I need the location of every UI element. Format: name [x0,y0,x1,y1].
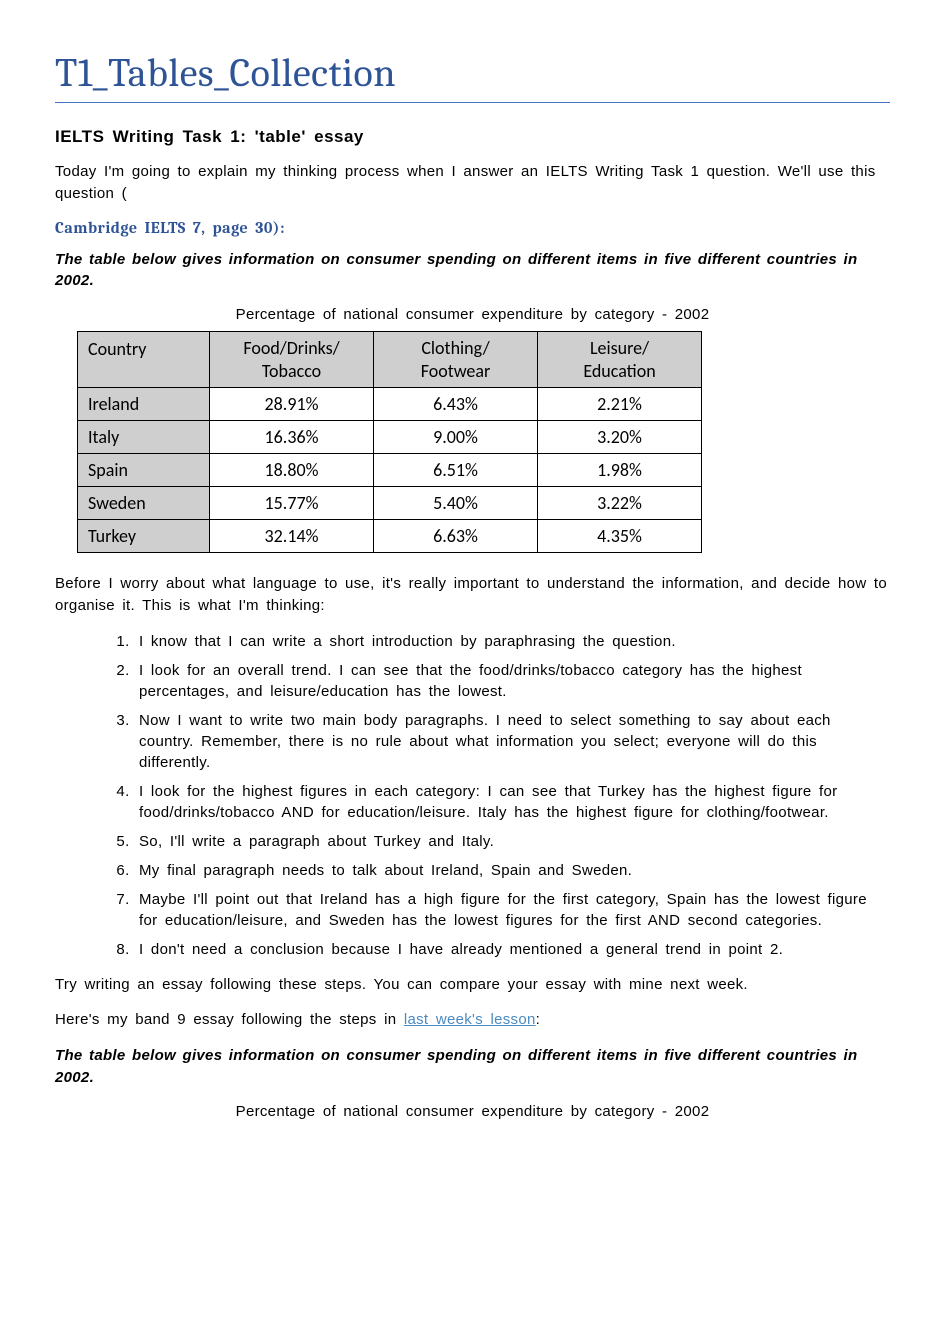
closing-text-post: : [536,1011,540,1028]
table-header-leisure: Leisure/Education [538,332,702,388]
steps-list: I know that I can write a short introduc… [137,631,880,960]
table-header-row: Country Food/Drinks/Tobacco Clothing/Foo… [78,332,702,388]
table-cell: 5.40% [374,487,538,520]
table-cell: 32.14% [210,520,374,553]
table-cell: 6.43% [374,388,538,421]
table-cell: 9.00% [374,421,538,454]
table-cell: 6.51% [374,454,538,487]
list-item: I look for an overall trend. I can see t… [137,660,880,702]
task-prompt: The table below gives information on con… [55,249,890,293]
task-prompt-2: The table below gives information on con… [55,1045,890,1089]
table-caption: Percentage of national consumer expendit… [55,306,890,323]
table-cell: 4.35% [538,520,702,553]
table-cell: 6.63% [374,520,538,553]
list-item: So, I'll write a paragraph about Turkey … [137,831,880,852]
table-cell: 3.22% [538,487,702,520]
data-table-container: Country Food/Drinks/Tobacco Clothing/Foo… [55,331,890,553]
table-cell-country: Ireland [78,388,210,421]
table-cell: 28.91% [210,388,374,421]
table-row: Ireland 28.91% 6.43% 2.21% [78,388,702,421]
table-cell-country: Turkey [78,520,210,553]
list-item: I know that I can write a short introduc… [137,631,880,652]
table-row: Turkey 32.14% 6.63% 4.35% [78,520,702,553]
table-cell: 2.21% [538,388,702,421]
intro-paragraph: Today I'm going to explain my thinking p… [55,161,890,205]
table-cell: 16.36% [210,421,374,454]
list-item: I look for the highest figures in each c… [137,781,880,823]
expenditure-table: Country Food/Drinks/Tobacco Clothing/Foo… [77,331,702,553]
table-header-food: Food/Drinks/Tobacco [210,332,374,388]
table-cell-country: Sweden [78,487,210,520]
document-title: T1_Tables_Collection [55,50,890,103]
table-cell: 1.98% [538,454,702,487]
section-heading: IELTS Writing Task 1: 'table' essay [55,127,890,147]
last-weeks-lesson-link[interactable]: last week's lesson [404,1011,536,1028]
source-reference: Cambridge IELTS 7, page 30): [55,219,890,237]
table-cell: 18.80% [210,454,374,487]
pre-list-paragraph: Before I worry about what language to us… [55,573,890,617]
list-item: I don't need a conclusion because I have… [137,939,880,960]
table-row: Sweden 15.77% 5.40% 3.22% [78,487,702,520]
list-item: Maybe I'll point out that Ireland has a … [137,889,880,931]
table-cell-country: Spain [78,454,210,487]
closing-paragraph-1: Try writing an essay following these ste… [55,974,890,996]
table-row: Italy 16.36% 9.00% 3.20% [78,421,702,454]
table-row: Spain 18.80% 6.51% 1.98% [78,454,702,487]
list-item: My final paragraph needs to talk about I… [137,860,880,881]
table-caption-2: Percentage of national consumer expendit… [55,1103,890,1120]
table-header-country: Country [78,332,210,388]
table-cell: 3.20% [538,421,702,454]
closing-text-pre: Here's my band 9 essay following the ste… [55,1011,404,1028]
table-cell: 15.77% [210,487,374,520]
table-header-clothing: Clothing/Footwear [374,332,538,388]
list-item: Now I want to write two main body paragr… [137,710,880,773]
closing-paragraph-2: Here's my band 9 essay following the ste… [55,1009,890,1031]
table-cell-country: Italy [78,421,210,454]
